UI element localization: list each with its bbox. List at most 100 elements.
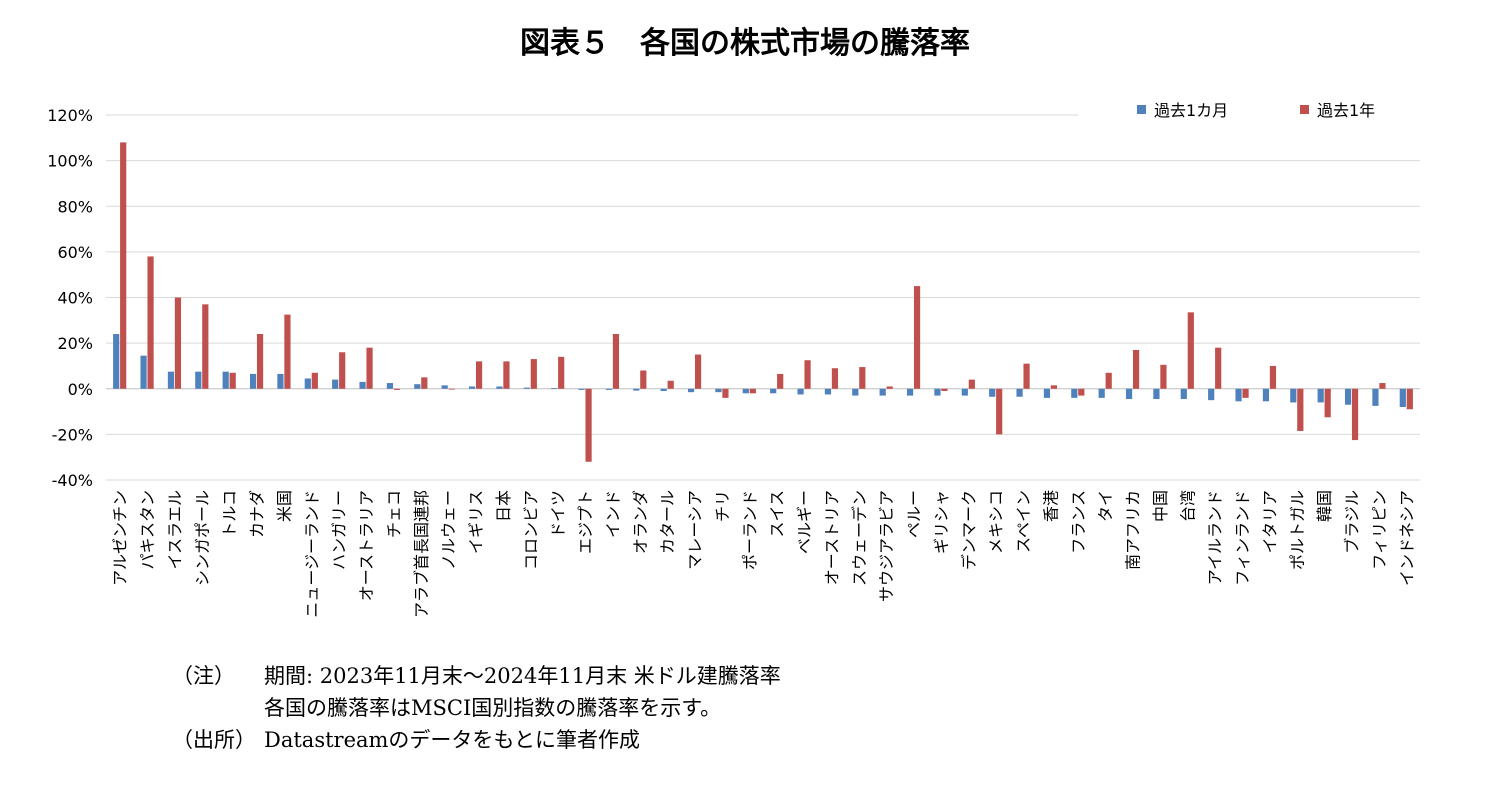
source-tag: （出所） bbox=[172, 728, 256, 752]
bar-1m bbox=[1399, 388, 1406, 407]
bar-1y bbox=[558, 356, 565, 389]
x-category-label: アルゼンチン bbox=[111, 490, 130, 586]
y-tick-label: 80% bbox=[57, 197, 93, 216]
x-category-label: エジプト bbox=[576, 490, 595, 554]
bar-1m bbox=[1071, 388, 1078, 398]
x-category-label: ポーランド bbox=[740, 490, 759, 570]
note-line-1: （注） 期間: 2023年11月末～2024年11月末 米ドル建騰落率 bbox=[172, 660, 781, 692]
x-category-label: コロンビア bbox=[521, 490, 540, 570]
x-category-label: 香港 bbox=[1041, 490, 1060, 522]
bar-1y bbox=[831, 368, 839, 389]
bar-1m bbox=[824, 388, 832, 395]
footnotes: （注） 期間: 2023年11月末～2024年11月末 米ドル建騰落率 各国の騰落… bbox=[172, 660, 781, 756]
bar-chart: -40% -20% 0% 20% 40% 60% 80% 100% 120% アルゼンチン パキス… bbox=[47, 101, 1420, 618]
bar-1y bbox=[339, 352, 346, 389]
bar-1y bbox=[174, 297, 182, 389]
x-category-label: スイス bbox=[768, 490, 787, 538]
bar-1m bbox=[1372, 388, 1379, 406]
x-category-label: インドネシア bbox=[1397, 490, 1416, 586]
bar-1y bbox=[1050, 385, 1058, 389]
bar-1y bbox=[667, 380, 674, 389]
bar-1m bbox=[277, 373, 284, 389]
legend-label: 過去1カ月 bbox=[1154, 101, 1228, 120]
bar-1y bbox=[968, 379, 975, 389]
x-category-label: ペルー bbox=[905, 490, 924, 538]
bar-1m bbox=[496, 386, 503, 389]
bar-1y bbox=[202, 304, 209, 389]
y-tick-label: 100% bbox=[47, 152, 93, 171]
bar-1y bbox=[941, 388, 948, 392]
bar-1m bbox=[1344, 388, 1352, 405]
y-tick-label: 120% bbox=[47, 106, 93, 125]
bar-1m bbox=[468, 386, 476, 389]
x-category-label: オーストリア bbox=[822, 490, 841, 585]
bar-1y bbox=[311, 372, 318, 389]
x-category-label: 中国 bbox=[1151, 490, 1170, 522]
x-category-label: イギリス bbox=[467, 490, 486, 554]
bar-1m bbox=[113, 334, 120, 389]
bar-1m bbox=[167, 371, 175, 389]
bar-1m bbox=[140, 355, 147, 389]
x-category-label: ベルギー bbox=[795, 490, 814, 554]
bar-1y bbox=[694, 354, 702, 389]
x-category-label: オランダ bbox=[631, 490, 650, 554]
x-category-label: マレーシア bbox=[686, 490, 705, 570]
bar-1y bbox=[393, 388, 401, 390]
bar-1m bbox=[441, 385, 448, 389]
x-category-label: ブラジル bbox=[1343, 490, 1362, 554]
bars bbox=[113, 142, 1413, 462]
gridlines bbox=[106, 114, 1420, 481]
x-category-label: サウジアラビア bbox=[877, 490, 896, 602]
chart-title: 図表５ 各国の株式市場の騰落率 bbox=[520, 26, 970, 61]
bar-1m bbox=[249, 373, 257, 389]
bar-1m bbox=[1208, 388, 1215, 401]
bar-1m bbox=[1125, 388, 1133, 400]
bar-1y bbox=[1132, 349, 1140, 389]
bar-1m bbox=[551, 388, 558, 389]
y-tick-label: -20% bbox=[52, 425, 93, 444]
x-category-label: ドイツ bbox=[549, 490, 568, 538]
note-line-2: 各国の騰落率はMSCI国別指数の騰落率を示す。 bbox=[172, 692, 781, 724]
bar-1m bbox=[934, 388, 941, 396]
bar-1y bbox=[1406, 388, 1413, 410]
y-tick-label: -40% bbox=[52, 471, 93, 490]
bar-1y bbox=[612, 334, 620, 389]
bar-1y bbox=[503, 361, 510, 389]
x-category-label: トルコ bbox=[220, 490, 239, 538]
x-category-label: 南アフリカ bbox=[1124, 490, 1143, 570]
bar-1m bbox=[222, 371, 229, 389]
bar-1y bbox=[147, 256, 154, 389]
note-tag: （注） bbox=[172, 664, 235, 688]
bar-1y bbox=[722, 388, 729, 398]
bar-1m bbox=[605, 388, 613, 390]
bar-1y bbox=[1160, 364, 1167, 389]
bar-1y bbox=[1351, 388, 1359, 441]
x-category-label: ギリシャ bbox=[932, 490, 951, 554]
note-index: 各国の騰落率はMSCI国別指数の騰落率を示す。 bbox=[264, 696, 722, 720]
bar-1y bbox=[1242, 388, 1249, 398]
bar-1m bbox=[660, 388, 667, 392]
bar-1m bbox=[523, 387, 530, 389]
x-category-label: 台湾 bbox=[1178, 490, 1197, 522]
x-category-label: ポルトガル bbox=[1288, 490, 1307, 570]
y-tick-label: 0% bbox=[68, 380, 93, 399]
x-category-label: スウェーデン bbox=[850, 490, 869, 586]
x-category-label: カタール bbox=[658, 490, 677, 554]
bar-1y bbox=[284, 314, 291, 389]
x-category-label: カナダ bbox=[248, 490, 267, 538]
x-category-label: 韓国 bbox=[1315, 490, 1334, 522]
x-category-label: ハンガリー bbox=[330, 490, 349, 570]
bar-1m bbox=[1262, 388, 1270, 402]
bar-1m bbox=[1016, 388, 1023, 397]
x-category-label: シンガポール bbox=[193, 490, 212, 586]
note-period: 期間: 2023年11月末～2024年11月末 米ドル建騰落率 bbox=[264, 664, 781, 688]
bar-1m bbox=[742, 388, 749, 394]
x-category-label: アラブ首長国連邦 bbox=[412, 490, 431, 618]
bar-1m bbox=[770, 388, 777, 394]
x-category-label: フィリピン bbox=[1370, 490, 1389, 570]
bar-1m bbox=[852, 388, 859, 396]
bar-1m bbox=[332, 379, 339, 389]
bar-1m bbox=[578, 388, 585, 390]
bar-1m bbox=[195, 371, 202, 389]
bar-1y bbox=[886, 386, 893, 389]
